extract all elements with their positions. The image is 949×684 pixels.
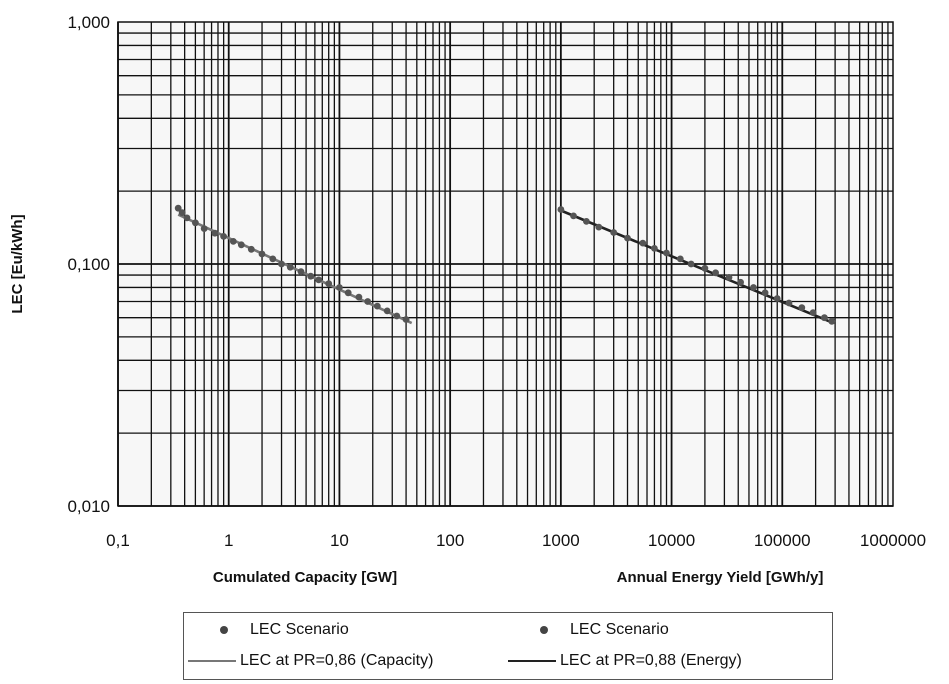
legend-label: LEC Scenario [250, 621, 349, 638]
data-point [269, 255, 277, 263]
x-tick-label: 100 [436, 531, 464, 550]
data-point [373, 302, 381, 310]
x-tick-label: 1000000 [860, 531, 926, 550]
data-point [651, 245, 658, 252]
data-point [725, 274, 733, 281]
data-point [183, 214, 191, 222]
data-point [557, 206, 565, 213]
chart-svg: 0,010 0,100 1,000 0,1 1 10 100 1000 1000… [9, 13, 926, 586]
data-point [383, 307, 391, 315]
legend-label: LEC at PR=0,88 (Energy) [560, 652, 742, 669]
data-point [737, 278, 744, 286]
data-point [798, 304, 806, 312]
y-axis-title: LEC [Eu/kWh] [9, 214, 26, 313]
data-point [286, 263, 294, 271]
data-point [229, 238, 237, 245]
x-tick-label: 10 [330, 531, 349, 550]
legend-marker-icon [198, 619, 250, 641]
legend-item-scenario-energy: LEC Scenario [518, 619, 669, 641]
data-point [200, 225, 208, 233]
data-point [583, 218, 590, 225]
legend-item-line-capacity: LEC at PR=0,86 (Capacity) [188, 650, 433, 672]
legend-item-line-energy: LEC at PR=0,88 (Energy) [508, 650, 742, 672]
data-point [336, 284, 343, 291]
data-point [663, 249, 670, 257]
data-point [570, 212, 577, 220]
data-point [220, 233, 228, 240]
data-point [676, 255, 684, 263]
y-tick-label: 1,000 [67, 13, 110, 32]
legend-label: LEC Scenario [570, 621, 669, 638]
data-point [315, 276, 323, 284]
x-tick-labels: 0,1 1 10 100 1000 10000 100000 1000000 [106, 531, 926, 550]
legend-label: LEC at PR=0,86 (Capacity) [240, 652, 434, 669]
data-point [192, 219, 199, 227]
data-point [364, 298, 372, 305]
data-point [174, 204, 182, 212]
data-point [307, 272, 315, 280]
y-tick-labels: 0,010 0,100 1,000 [67, 13, 110, 516]
data-point [402, 316, 410, 323]
data-point [785, 299, 793, 307]
data-point [821, 314, 828, 322]
data-point [809, 309, 817, 316]
legend-line-icon [188, 650, 240, 672]
legend: LEC Scenario LEC Scenario LEC at PR=0,86… [183, 612, 833, 680]
data-point [325, 280, 333, 287]
data-point [178, 209, 186, 217]
data-point [687, 260, 695, 268]
x-tick-label: 1 [224, 531, 233, 550]
x-tick-label: 10000 [648, 531, 695, 550]
legend-marker-icon [518, 619, 570, 641]
data-point [639, 239, 647, 247]
data-point [211, 229, 219, 237]
data-point [828, 317, 836, 325]
data-point [610, 229, 618, 236]
data-point [701, 264, 709, 272]
x-tick-label: 100000 [754, 531, 811, 550]
x-tick-label: 1000 [542, 531, 580, 550]
data-point [247, 245, 255, 253]
data-point [258, 250, 266, 258]
data-point [761, 289, 769, 297]
y-tick-label: 0,100 [67, 255, 110, 274]
data-point [595, 223, 603, 231]
y-tick-label: 0,010 [67, 497, 110, 516]
plot-frame [117, 21, 894, 507]
data-point [750, 284, 757, 291]
series-points [174, 204, 836, 325]
gridlines [117, 22, 893, 507]
x-axis-title-energy: Annual Energy Yield [GWh/y] [617, 569, 824, 586]
data-point [344, 289, 352, 297]
data-point [237, 241, 245, 249]
legend-item-scenario-capacity: LEC Scenario [198, 619, 349, 641]
data-point [712, 269, 719, 277]
data-point [355, 293, 363, 301]
x-axis-title-capacity: Cumulated Capacity [GW] [213, 569, 397, 586]
x-tick-label: 0,1 [106, 531, 130, 550]
data-point [773, 295, 781, 302]
legend-line-icon [508, 650, 560, 672]
data-point [393, 312, 401, 320]
data-point [624, 234, 631, 242]
data-point [278, 260, 285, 268]
data-point [297, 268, 305, 275]
